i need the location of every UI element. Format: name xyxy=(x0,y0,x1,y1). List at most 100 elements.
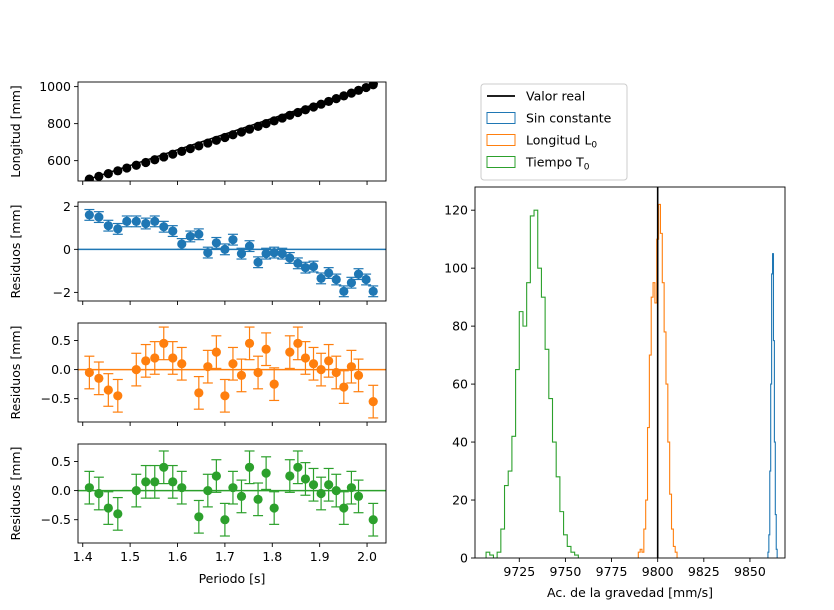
data-point xyxy=(293,107,303,118)
data-point xyxy=(285,471,295,481)
y-tick-label: 0.5 xyxy=(51,333,71,348)
data-point xyxy=(150,353,160,363)
data-point xyxy=(159,462,169,472)
data-point xyxy=(253,367,263,378)
data-point xyxy=(84,174,94,181)
y-tick-label: 800 xyxy=(47,116,71,131)
data-point xyxy=(228,359,238,369)
data-point xyxy=(331,367,341,378)
y-tick-label: 120 xyxy=(444,203,468,218)
data-point xyxy=(94,488,104,499)
y-tick-label: 60 xyxy=(452,377,468,392)
data-point xyxy=(308,480,319,490)
data-point xyxy=(300,353,311,363)
panel-gravity-histogram: 0 20 40 60 80 100 120 9725 9750 9775 9800 9825 9850 A… xyxy=(444,186,786,600)
data-point xyxy=(103,221,113,231)
y-tick-label: 0.0 xyxy=(51,483,71,498)
data-point xyxy=(168,353,178,363)
data-point xyxy=(316,364,326,375)
data-point xyxy=(203,247,213,258)
data-point xyxy=(324,480,334,490)
data-point xyxy=(194,512,204,522)
data-point xyxy=(331,485,341,496)
data-point xyxy=(211,471,221,481)
data-point xyxy=(293,462,303,472)
data-point xyxy=(185,144,195,154)
data-point xyxy=(220,515,230,525)
x-tick-label: 1.5 xyxy=(120,549,140,564)
plot-area xyxy=(78,326,386,419)
y-tick-label: 0.0 xyxy=(51,362,71,377)
data-point xyxy=(122,216,132,226)
data-point xyxy=(339,382,349,392)
data-point xyxy=(277,249,287,259)
data-point xyxy=(159,338,169,348)
legend-label: Valor real xyxy=(526,89,585,104)
data-point xyxy=(177,146,187,156)
plot-area xyxy=(485,187,778,558)
data-point xyxy=(150,216,160,226)
y-tick-label: 1000 xyxy=(39,79,71,94)
data-point xyxy=(94,373,104,383)
legend-label-sub: 0 xyxy=(584,163,590,173)
panel-residuals_sin_constante: −2 0 2 Residuos [mm] xyxy=(8,199,387,305)
data-point xyxy=(203,485,213,496)
data-point xyxy=(308,359,319,369)
y-tick-label: 80 xyxy=(452,319,468,334)
data-point xyxy=(261,249,271,259)
data-point xyxy=(228,130,238,140)
data-point xyxy=(324,356,334,366)
data-point xyxy=(122,163,132,173)
data-point xyxy=(285,110,295,120)
y-tick-label: −0.5 xyxy=(41,512,71,527)
panel-residuals_longitud: −0.5 0.0 0.5 Residuos [mm] xyxy=(8,322,387,426)
x-tick-label: 1.9 xyxy=(310,549,330,564)
data-point xyxy=(300,263,311,273)
data-point xyxy=(103,503,113,513)
data-point xyxy=(261,119,271,129)
data-point xyxy=(353,491,364,502)
y-tick-label: 600 xyxy=(47,153,71,168)
data-point xyxy=(346,483,357,493)
data-point xyxy=(285,253,295,263)
data-point xyxy=(220,391,230,401)
y-tick-label: 40 xyxy=(452,435,468,450)
y-axis-label: Residuos [mm] xyxy=(8,205,23,299)
plot-area xyxy=(78,450,386,537)
data-point xyxy=(316,273,326,284)
data-point xyxy=(368,515,378,525)
data-point xyxy=(346,362,357,372)
data-point xyxy=(113,224,123,234)
data-point xyxy=(141,356,151,366)
data-point xyxy=(339,286,349,296)
x-tick-label: 2.0 xyxy=(357,549,377,564)
data-point xyxy=(141,157,151,168)
data-point xyxy=(300,474,311,484)
data-point xyxy=(346,88,357,98)
legend-label-main: Longitud L xyxy=(526,133,591,148)
data-point xyxy=(203,362,213,372)
data-point xyxy=(331,94,341,104)
legend-label-sub: 0 xyxy=(591,141,597,151)
data-point xyxy=(168,477,178,487)
legend-label: Longitud L0 xyxy=(526,133,597,151)
y-axis-label: Longitud [mm] xyxy=(8,85,23,178)
data-point xyxy=(236,127,247,137)
y-tick-label: −0.5 xyxy=(41,391,71,406)
plot-area xyxy=(78,208,386,298)
legend-label: Sin constante xyxy=(526,111,612,126)
data-point xyxy=(236,370,247,381)
x-tick-label: 1.8 xyxy=(262,549,282,564)
legend-label-main: Tiempo T xyxy=(525,155,584,170)
data-point xyxy=(113,509,123,519)
data-point xyxy=(269,379,279,389)
data-point xyxy=(94,171,104,181)
x-tick-label: 9775 xyxy=(596,564,628,579)
data-point xyxy=(228,235,238,245)
y-tick-label: 20 xyxy=(452,493,468,508)
y-axis-label: Residuos [mm] xyxy=(8,447,23,541)
plot-area xyxy=(84,82,379,181)
data-point xyxy=(244,124,255,134)
data-point xyxy=(316,99,326,109)
